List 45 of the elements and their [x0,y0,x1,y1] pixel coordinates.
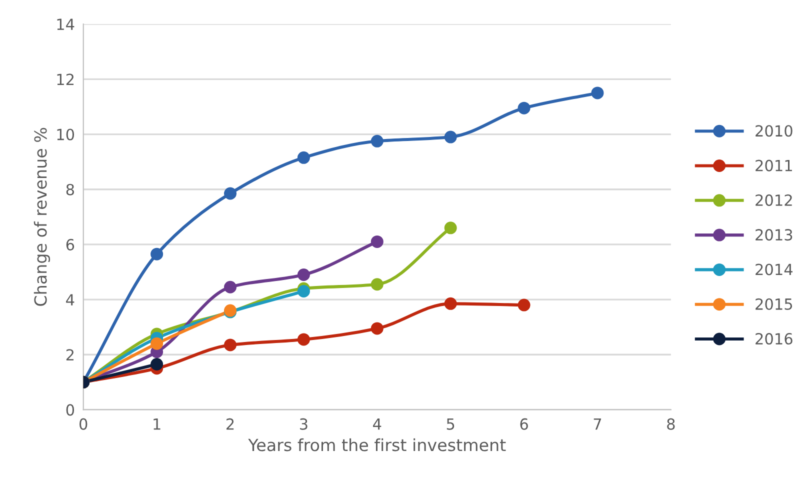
point [444,222,457,234]
y-tick-label: 10 [57,128,74,140]
y-tick-label: 2 [66,349,74,360]
x-tick-label: 1 [154,418,160,430]
x-tick-label: 2 [226,418,234,430]
point [150,337,164,350]
point [591,86,604,100]
legend-label: 2011 [756,160,792,172]
point [370,235,384,248]
point [297,285,310,298]
x-tick-label: 6 [520,418,528,430]
legend-label: 2012 [756,194,792,206]
point [370,278,384,291]
y-tick-label: 8 [66,184,74,196]
y-tick-label: 12 [57,74,74,85]
legend-label: 2010 [756,125,792,137]
y-tick-label: 14 [57,18,74,30]
y-tick-label: 0 [66,404,74,416]
x-tick-label: 5 [446,418,454,430]
point [518,102,530,114]
point [370,322,384,335]
x-tick-label: 3 [300,418,308,430]
y-tick-label: 6 [66,238,74,250]
point [444,297,457,310]
point [370,134,384,148]
point [518,298,530,312]
point [444,130,457,144]
point [224,280,237,294]
point [297,268,310,281]
point [224,338,237,352]
legend-label: 2015 [756,298,792,310]
y-tick-label: 4 [66,294,74,306]
point [297,333,310,346]
x-tick-label: 8 [667,418,675,430]
x-axis-title: Years from the first investment [248,438,506,452]
legend-label: 2016 [756,333,792,345]
point [224,187,237,200]
point [150,248,164,260]
point [297,151,310,164]
x-tick-label: 4 [373,418,382,430]
legend-label: 2014 [756,264,793,276]
x-tick-label: 0 [80,418,88,430]
y-axis-title: Change of revenue % [34,128,50,306]
legend-label: 2013 [756,229,792,241]
x-tick-label: 7 [594,418,602,430]
